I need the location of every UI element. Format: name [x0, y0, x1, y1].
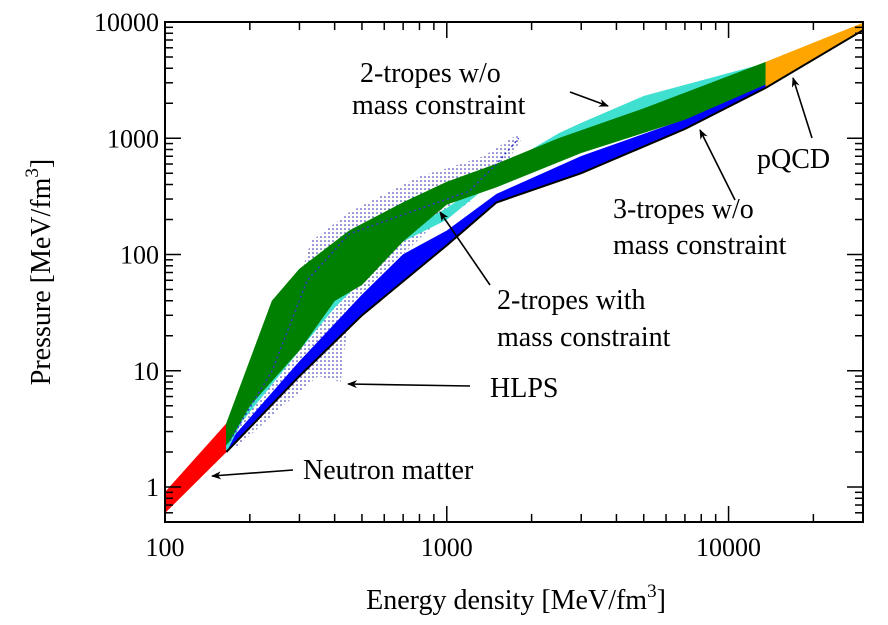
- arrow-pqcd: [791, 77, 813, 139]
- annot-2tropes-mass-1: 2-tropes with: [497, 285, 646, 316]
- annot-2tropes-no-mass-1: 2-tropes w/o: [360, 58, 501, 89]
- arrow-hlps: [347, 380, 471, 389]
- annot-pqcd: pQCD: [757, 144, 830, 175]
- x-axis-label: Energy density [MeV/fm3]: [366, 581, 666, 616]
- region-neutron-matter: [164, 423, 227, 514]
- axis-tick-labels: 100 1000 10000 1 10 100 1000 10000: [94, 8, 761, 562]
- data-regions: [164, 22, 864, 514]
- line-lower-boundary-line: [225, 29, 864, 453]
- data-lines: [225, 29, 864, 453]
- annot-2tropes-no-mass-2: mass constraint: [352, 90, 526, 121]
- annot-3tropes-no-mass-1: 3-tropes w/o: [613, 194, 754, 225]
- y-tick-label: 100: [120, 241, 159, 270]
- annotation-arrows: [211, 77, 813, 480]
- y-tick-label: 1000: [107, 124, 159, 153]
- arrow-2tropes-mass: [439, 211, 491, 286]
- line-hlps-center-line: [229, 137, 520, 442]
- y-tick-label: 10: [133, 357, 159, 386]
- annot-3tropes-no-mass-2: mass constraint: [613, 230, 787, 261]
- y-tick-label: 10000: [94, 8, 159, 37]
- arrow-2tropes-no-mass: [569, 91, 609, 107]
- x-tick-label: 100: [146, 533, 185, 562]
- x-tick-label: 10000: [696, 533, 761, 562]
- arrow-3tropes-no-mass: [699, 129, 736, 201]
- y-tick-label: 1: [146, 473, 159, 502]
- annot-2tropes-mass-2: mass constraint: [497, 322, 671, 353]
- annot-hlps: HLPS: [490, 373, 558, 404]
- y-axis-label: Pressure [MeV/fm3]: [22, 159, 57, 385]
- region-two-tropes-mass: [226, 61, 766, 446]
- axis-ticks: [164, 22, 864, 523]
- x-tick-label: 1000: [421, 533, 473, 562]
- arrow-neutron-matter: [211, 469, 294, 480]
- annot-neutron-matter: Neutron matter: [303, 455, 474, 486]
